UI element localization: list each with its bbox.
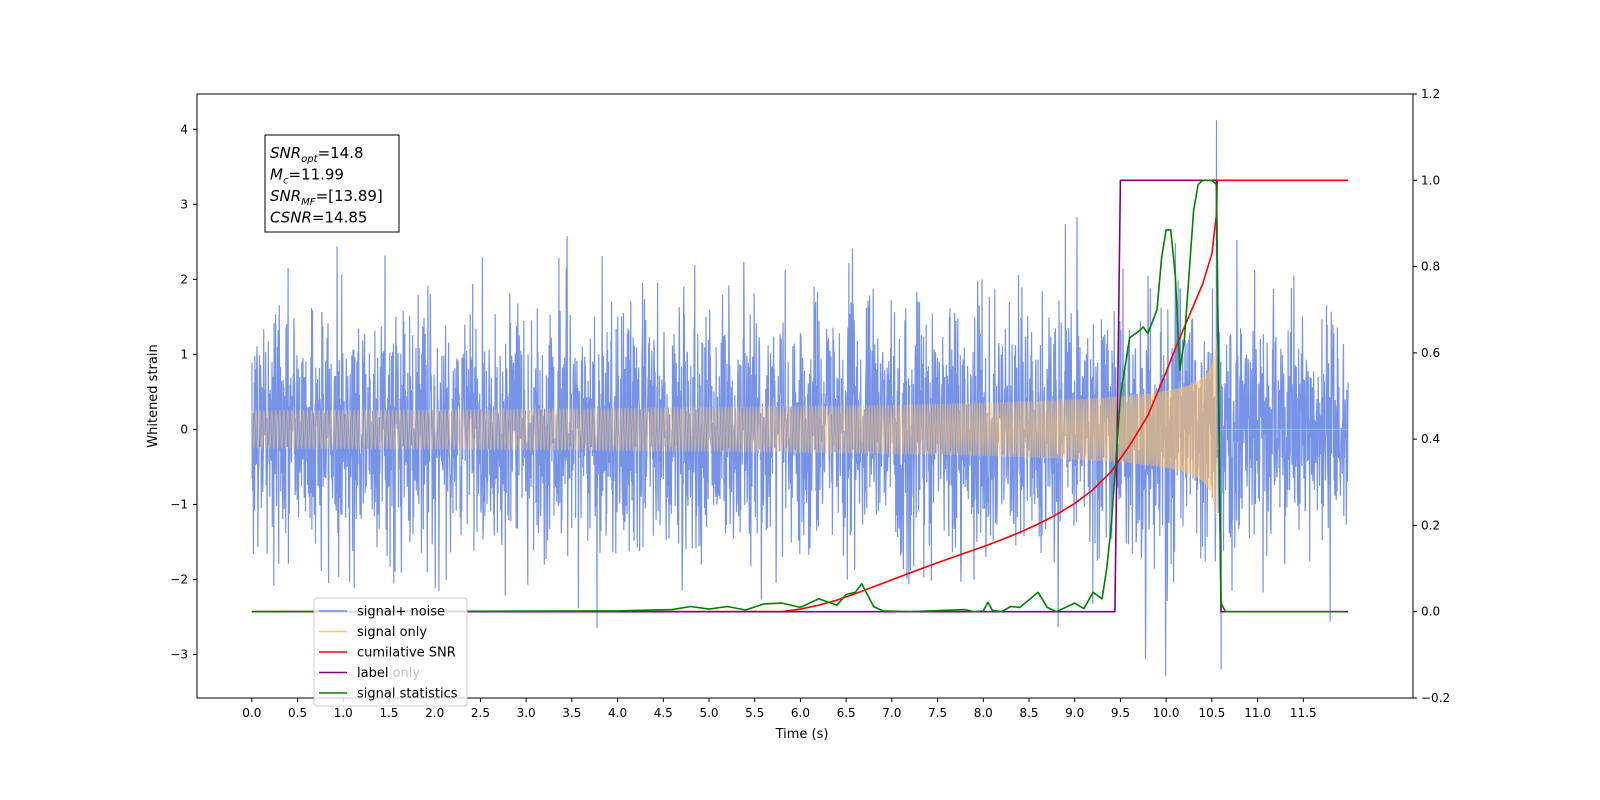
y-tick-label: 4	[180, 122, 188, 136]
y-tick-label: 2	[180, 272, 188, 286]
y-tick-label: −2	[170, 572, 188, 586]
y2-tick-label: 1.2	[1421, 87, 1440, 101]
x-tick-label: 0.5	[288, 706, 307, 720]
y-tick-label: −3	[170, 647, 188, 661]
x-axis: 0.0 0.5 1.0 1.5 2.0 2.5 3.0 3.5 4.0 4.5 5.0 5.5 6.0 6…	[242, 698, 1317, 720]
legend-frame	[313, 597, 468, 707]
annotation-line: CSNR=14.85	[270, 209, 367, 227]
x-tick-label: 9.0	[1065, 706, 1084, 720]
legend-hidden-entry-text: label only	[357, 666, 420, 681]
annotation-frame	[264, 134, 400, 233]
y2-tick-label: 1.0	[1421, 173, 1440, 187]
annotation-line: SNRopt=14.8	[270, 144, 364, 165]
stats-annotation-box: SNRopt=14.8Mc=11.99SNRMF=[13.89]CSNR=14.…	[264, 134, 400, 233]
x-tick-label: 5.0	[699, 706, 718, 720]
legend: label only signal+ noise signal only cumila…	[313, 597, 468, 707]
x-tick-label: 1.5	[379, 706, 398, 720]
y2-tick-label: 0.6	[1421, 346, 1440, 360]
x-tick-label: 6.5	[837, 706, 856, 720]
legend-label: signal only	[357, 625, 427, 640]
x-tick-label: 3.5	[562, 706, 581, 720]
y-tick-label: −1	[170, 497, 188, 511]
y-axis-right: −0.2 0.0 0.2 0.4 0.6 0.8 1.0 1.2	[1413, 87, 1450, 705]
legend-label: signal+ noise	[357, 605, 445, 620]
x-tick-label: 0.0	[242, 706, 261, 720]
y2-tick-label: 0.8	[1421, 260, 1440, 274]
annotation-line: SNRMF=[13.89]	[270, 187, 383, 208]
y-tick-label: 1	[180, 347, 188, 361]
x-tick-label: 6.0	[791, 706, 810, 720]
y2-tick-label: −0.2	[1421, 691, 1450, 705]
legend-label: cumilative SNR	[357, 646, 456, 661]
legend-label: label	[357, 666, 388, 681]
x-tick-label: 2.0	[425, 706, 444, 720]
y-axis-left: −3 −2 −1 0 1 2 3 4	[170, 122, 197, 661]
x-axis-label: Time (s)	[775, 727, 829, 742]
y-tick-label: 3	[180, 197, 188, 211]
x-tick-label: 1.0	[334, 706, 353, 720]
y2-tick-label: 0.0	[1421, 605, 1440, 619]
axes-frame	[196, 93, 1414, 699]
plot-area	[251, 120, 1349, 676]
y2-tick-label: 0.4	[1421, 432, 1440, 446]
x-tick-label: 4.5	[654, 706, 673, 720]
x-tick-label: 8.0	[974, 706, 993, 720]
x-tick-label: 9.5	[1111, 706, 1130, 720]
legend-label: signal statistics	[357, 687, 458, 702]
y-tick-label: 0	[180, 422, 188, 436]
x-tick-label: 2.5	[471, 706, 490, 720]
x-tick-label: 8.5	[1019, 706, 1038, 720]
annotation-line: Mc=11.99	[270, 166, 344, 187]
y-axis-label: Whitened strain	[146, 344, 161, 447]
series-cumulative-snr-line	[251, 179, 1349, 613]
series-signal-only-line	[251, 339, 1349, 519]
x-tick-label: 11.5	[1290, 706, 1317, 720]
series-signal-plus-noise-line	[251, 120, 1349, 676]
x-tick-label: 7.0	[882, 706, 901, 720]
x-tick-label: 4.0	[608, 706, 627, 720]
series-signal-statistics-line	[251, 179, 1345, 613]
x-tick-label: 10.5	[1198, 706, 1225, 720]
x-tick-label: 7.5	[928, 706, 947, 720]
x-tick-label: 5.5	[745, 706, 764, 720]
y2-tick-label: 0.2	[1421, 518, 1440, 532]
x-tick-label: 10.0	[1153, 706, 1180, 720]
x-tick-label: 11.0	[1244, 706, 1271, 720]
x-tick-label: 3.0	[517, 706, 536, 720]
